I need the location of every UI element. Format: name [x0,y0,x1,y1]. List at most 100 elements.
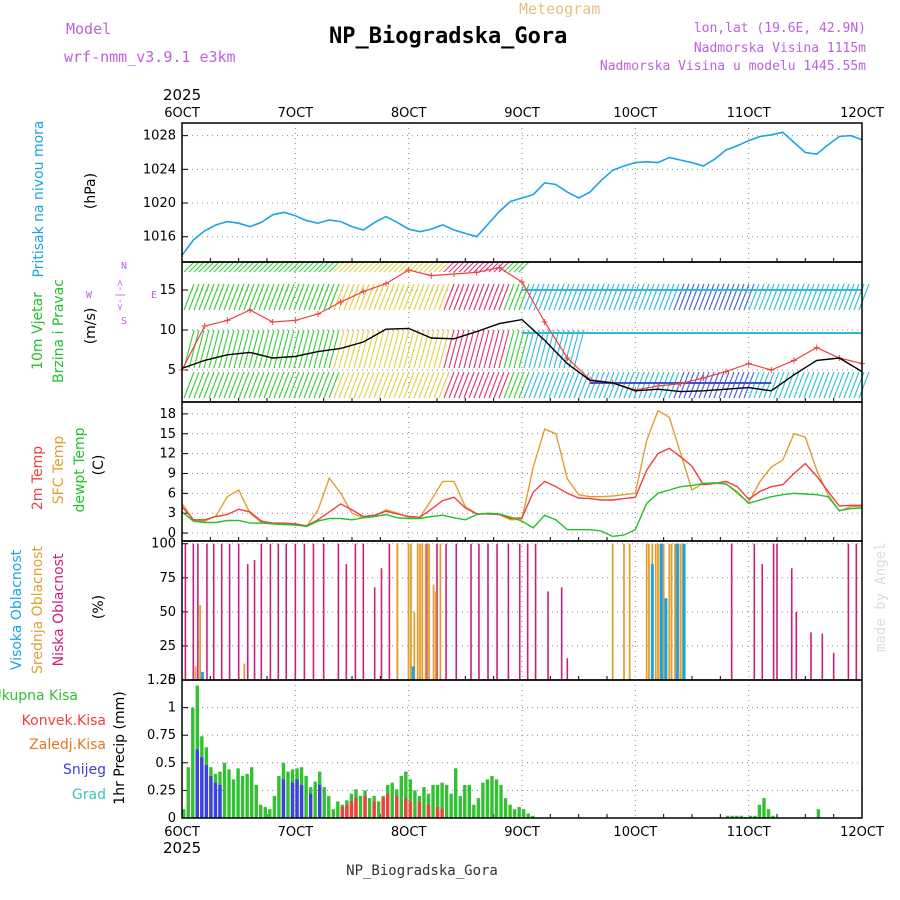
wind-barb [268,371,280,399]
wind-barb [768,283,780,311]
wind-barb [453,261,465,273]
legend-hail: Grad [72,787,106,803]
model-elevation: Nadmorska Visina u modelu 1445.55m [600,59,866,74]
wind-barb [373,283,385,311]
y-tick-label: 1020 [143,196,176,211]
wind-barb [593,283,605,311]
wind-barb [758,283,770,311]
wind-barb [748,283,760,311]
conv-precip-bar [417,801,422,818]
wind-barb [433,283,445,311]
wind-barb [223,371,235,399]
wind-barb [683,371,695,399]
legend-total: Ukupna Kisa [0,688,78,704]
wind-barb [278,261,290,273]
wind-barb [433,329,445,369]
total-precip-bar [490,776,494,818]
wind-barb [678,371,690,399]
wind-barb [778,283,790,311]
wind-barb [798,283,810,311]
wind-barb [788,283,800,311]
wind-barb [558,371,570,399]
wind-barb [208,283,220,311]
wind-barb [323,329,335,369]
wind-barb [203,329,215,369]
wind-barb [238,329,250,369]
wind-barb [483,371,495,399]
snow-bar [218,784,222,818]
wind-barb [513,261,525,273]
wind-barb [183,283,195,311]
wind-barb [448,371,460,399]
gust-marker [564,355,571,361]
wind-barb [793,283,805,311]
wind-barb [513,283,525,311]
wind-barb [258,283,270,311]
wind-barb [348,283,360,311]
total-precip-bar [268,809,272,818]
wind-barb [593,371,605,399]
total-precip-bar [408,779,413,818]
total-precip-bar [440,782,444,818]
temp-unit: (C) [91,455,107,476]
wind-barb [338,371,350,399]
station-title: NP_Biogradska_Gora [329,24,567,49]
wind-barb [708,371,720,399]
wind-barb [518,329,530,369]
wind-barb [263,261,275,273]
wind-barb [203,371,215,399]
total-precip-bar [272,795,277,818]
total-precip-bar [508,804,512,818]
total-precip-bar [766,809,771,818]
total-precip-bar [435,784,440,818]
wind-barb [213,329,225,369]
dewpt-line [181,482,863,538]
wind-barb [428,283,440,311]
wind-barb [373,329,385,369]
wind-barb [493,329,505,369]
wind-barb [393,371,405,399]
wind-barb [468,283,480,311]
y-tick-label: 0 [168,673,176,688]
total-precip-bar [227,769,231,818]
wind-barb [238,371,250,399]
wind-barb [293,329,305,369]
x-tick-label-bottom: 8OCT [391,825,427,840]
x-tick-label-top: 9OCT [504,106,540,121]
y-tick-label: 0.25 [147,783,176,798]
wind-barb [778,371,790,399]
wind-barb [508,329,520,369]
wind-barb [423,283,435,311]
wind-barb [523,371,535,399]
wind-barb [818,371,830,399]
wind-barb [413,283,425,311]
total-precip-bar [236,768,240,818]
wind-barb [248,283,260,311]
wind-barb [648,371,660,399]
pressure-line [181,131,863,256]
wind-barb [328,371,340,399]
wind-barb [543,371,555,399]
wind-barb [573,371,585,399]
wind-barb [288,371,300,399]
wind-barb [228,283,240,311]
wind-ylabel-1: 10m Vjetar [30,292,46,370]
wind-barb [438,329,450,369]
wind-barb [363,371,375,399]
total-precip-bar [735,815,739,818]
compass-s: S [121,316,127,327]
wind-barb [208,261,220,273]
wind-barb [558,329,570,369]
wind-barb [458,329,470,369]
panel-3 [181,541,863,680]
wind-barb [693,371,705,399]
wind-barb [463,329,475,369]
wind-barb [833,283,845,311]
wind-barb [333,283,345,311]
x-tick-label-top: 6OCT [164,106,200,121]
total-precip-bar [390,782,394,818]
wind-barb [523,283,535,311]
wind-barb [743,371,755,399]
wind-barb [428,329,440,369]
wind-barb [738,283,750,311]
